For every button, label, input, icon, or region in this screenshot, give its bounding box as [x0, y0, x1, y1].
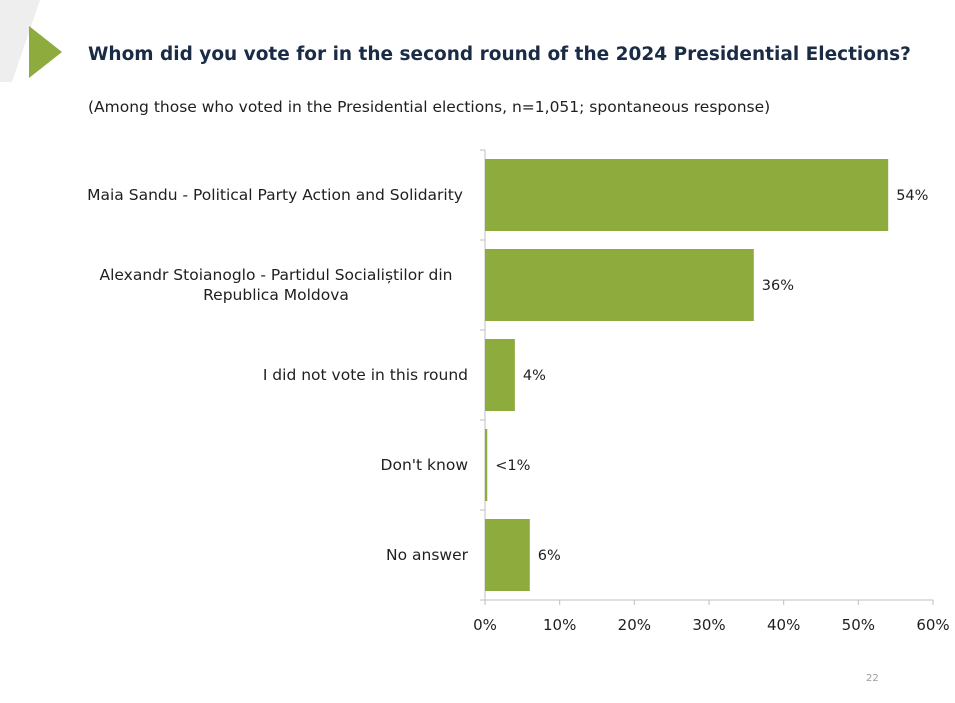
triangle-play-icon: [29, 26, 62, 78]
category-label: No answer: [386, 546, 469, 564]
data-label: 54%: [896, 188, 928, 204]
category-label: Maia Sandu - Political Party Action and …: [87, 186, 463, 204]
data-label: 6%: [538, 548, 561, 564]
x-tick-label: 60%: [916, 616, 949, 634]
x-tick-label: 40%: [767, 616, 800, 634]
category-label-line: No answer: [386, 546, 469, 564]
category-label: I did not vote in this round: [263, 366, 468, 384]
category-label-line: Don't know: [381, 456, 469, 474]
bar: [485, 159, 889, 231]
x-tick-label: 0%: [473, 616, 497, 634]
data-label: 36%: [762, 278, 794, 294]
corner-shape: [0, 0, 40, 82]
category-label-line: Alexandr Stoianoglo - Partidul Socialișt…: [100, 266, 453, 284]
bar: [485, 519, 530, 591]
x-tick-label: 50%: [842, 616, 875, 634]
category-label-line: Republica Moldova: [203, 286, 349, 304]
data-label: 4%: [523, 368, 546, 384]
bar: [485, 429, 488, 501]
bar: [485, 339, 515, 411]
bar: [485, 249, 754, 321]
x-tick-label: 30%: [692, 616, 725, 634]
category-label-line: I did not vote in this round: [263, 366, 468, 384]
page-number: 22: [866, 673, 879, 684]
x-tick-label: 10%: [543, 616, 576, 634]
chart-title: Whom did you vote for in the second roun…: [88, 44, 911, 65]
corner-decoration: [0, 0, 62, 82]
category-label: Alexandr Stoianoglo - Partidul Socialișt…: [100, 266, 453, 304]
x-tick-label: 20%: [618, 616, 651, 634]
chart-subtitle: (Among those who voted in the Presidenti…: [88, 98, 771, 116]
category-label-line: Maia Sandu - Political Party Action and …: [87, 186, 463, 204]
category-label: Don't know: [381, 456, 469, 474]
data-label: <1%: [495, 458, 530, 474]
